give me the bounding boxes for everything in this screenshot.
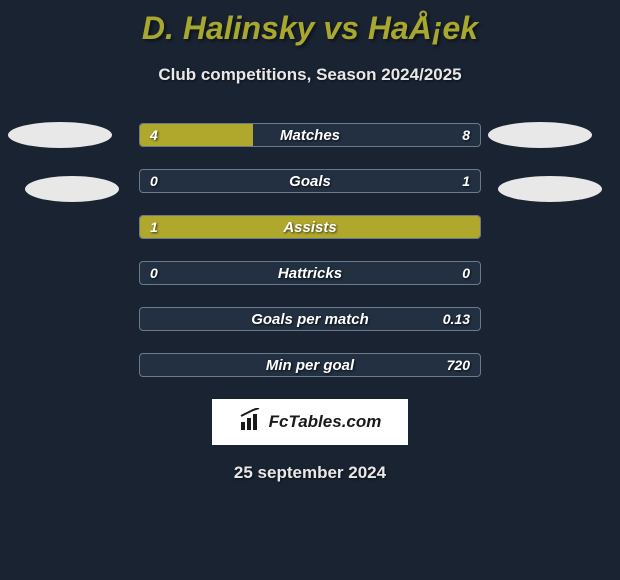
bar-value-right: 720 bbox=[447, 354, 470, 376]
bar-label: Min per goal bbox=[140, 354, 480, 376]
chart-icon bbox=[239, 408, 263, 437]
comparison-title: D. Halinsky vs HaÅ¡ek bbox=[0, 0, 620, 47]
branding-text: FcTables.com bbox=[269, 412, 382, 432]
bar-fill-left bbox=[140, 216, 480, 238]
bar-goals-per-match: Goals per match 0.13 bbox=[139, 307, 481, 331]
bar-value-left: 1 bbox=[150, 216, 158, 238]
bar-value-left: 4 bbox=[150, 124, 158, 146]
chart-area: 4 Matches 8 0 Goals 1 1 Assists 0 Hattri… bbox=[0, 123, 620, 377]
date-line: 25 september 2024 bbox=[0, 463, 620, 483]
bar-value-right: 1 bbox=[462, 170, 470, 192]
bar-matches: 4 Matches 8 bbox=[139, 123, 481, 147]
bar-value-right: 0.13 bbox=[443, 308, 470, 330]
bar-label: Goals per match bbox=[140, 308, 480, 330]
player-left-ellipse-2 bbox=[25, 176, 119, 202]
bar-hattricks: 0 Hattricks 0 bbox=[139, 261, 481, 285]
bar-goals: 0 Goals 1 bbox=[139, 169, 481, 193]
bar-value-right: 0 bbox=[462, 262, 470, 284]
bar-min-per-goal: Min per goal 720 bbox=[139, 353, 481, 377]
bar-value-left: 0 bbox=[150, 262, 158, 284]
bar-value-left: 0 bbox=[150, 170, 158, 192]
bar-label: Goals bbox=[140, 170, 480, 192]
branding-badge: FcTables.com bbox=[212, 399, 408, 445]
player-right-ellipse-2 bbox=[498, 176, 602, 202]
bar-value-right: 8 bbox=[462, 124, 470, 146]
player-right-ellipse-1 bbox=[488, 122, 592, 148]
player-left-ellipse-1 bbox=[8, 122, 112, 148]
comparison-subtitle: Club competitions, Season 2024/2025 bbox=[0, 65, 620, 85]
bar-assists: 1 Assists bbox=[139, 215, 481, 239]
bar-label: Hattricks bbox=[140, 262, 480, 284]
